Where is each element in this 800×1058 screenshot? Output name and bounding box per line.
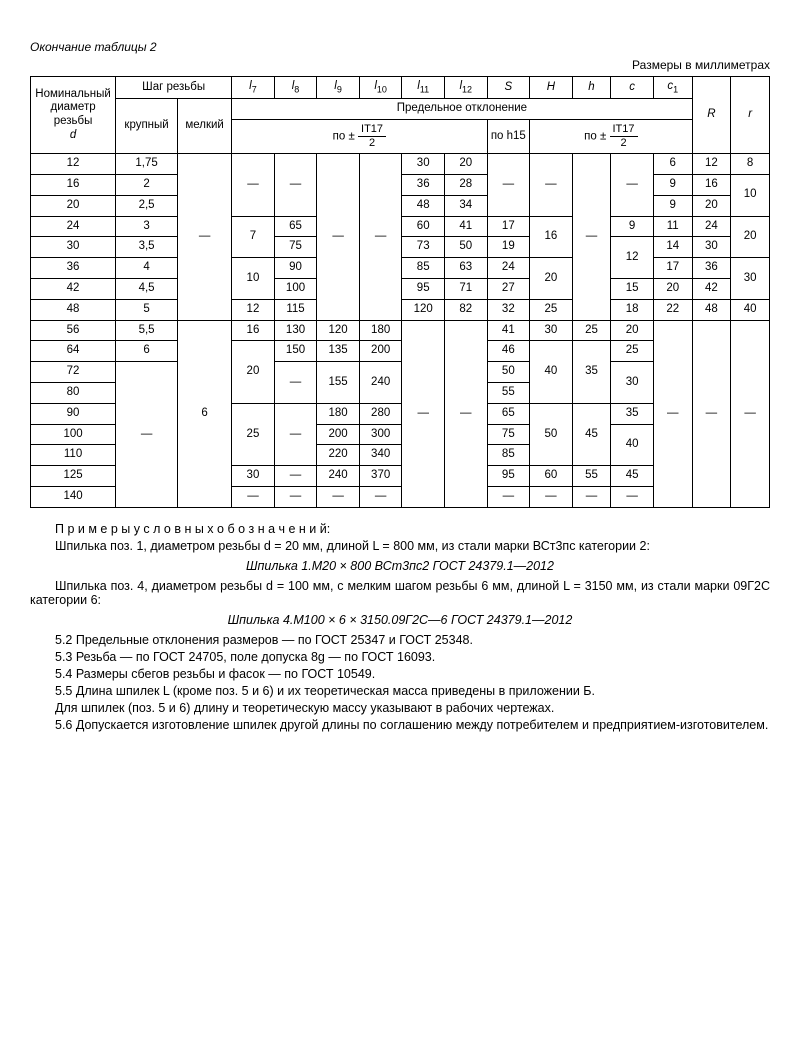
hdr-tol3: по ± IT172 xyxy=(530,119,692,153)
example1-intro: Шпилька поз. 1, диаметром резьбы d = 20 … xyxy=(30,539,770,553)
hdr-R: R xyxy=(692,77,731,154)
notes-section: П р и м е р ы у с л о в н ы х о б о з н … xyxy=(30,522,770,732)
example2-intro: Шпилька поз. 4, диаметром резьбы d = 100… xyxy=(30,579,770,607)
units-note: Размеры в миллиметрах xyxy=(30,58,770,72)
hdr-c1: c1 xyxy=(653,77,692,99)
hdr-l10: l10 xyxy=(359,77,402,99)
hdr-tol2: по h15 xyxy=(487,119,530,153)
hdr-fine: мелкий xyxy=(178,99,232,154)
note-5-5: 5.5 Длина шпилек L (кроме поз. 5 и 6) и … xyxy=(30,684,770,698)
hdr-S: S xyxy=(487,77,530,99)
note-5-3: 5.3 Резьба — по ГОСТ 24705, поле допуска… xyxy=(30,650,770,664)
dimensions-table: Номинальный диаметр резьбы d Шаг резьбы … xyxy=(30,76,770,508)
hdr-r: r xyxy=(731,77,770,154)
note-5-5b: Для шпилек (поз. 5 и 6) длину и теоретич… xyxy=(30,701,770,715)
hdr-tol1: по ± IT172 xyxy=(232,119,487,153)
example1-designation: Шпилька 1.М20 × 800 ВСт3пс2 ГОСТ 24379.1… xyxy=(30,559,770,573)
row-12: 121,75 — — — — — 3020 — — — — 6 12 8 xyxy=(31,154,770,175)
examples-heading: П р и м е р ы у с л о в н ы х о б о з н … xyxy=(30,522,770,536)
hdr-pitch: Шаг резьбы xyxy=(116,77,232,99)
example2-designation: Шпилька 4.М100 × 6 × 3150.09Г2С—6 ГОСТ 2… xyxy=(30,613,770,627)
hdr-l7: l7 xyxy=(232,77,275,99)
table-caption: Окончание таблицы 2 xyxy=(30,40,770,54)
hdr-l12: l12 xyxy=(444,77,487,99)
hdr-h: h xyxy=(572,77,611,99)
hdr-c: c xyxy=(611,77,654,99)
note-5-4: 5.4 Размеры сбегов резьбы и фасок — по Г… xyxy=(30,667,770,681)
hdr-nominal: Номинальный диаметр резьбы d xyxy=(31,77,116,154)
hdr-H: H xyxy=(530,77,573,99)
row-56: 565,5 6 16130 120180 —— 4130 2520 — — — xyxy=(31,320,770,341)
hdr-l9: l9 xyxy=(317,77,360,99)
note-5-2: 5.2 Предельные отклонения размеров — по … xyxy=(30,633,770,647)
hdr-coarse: крупный xyxy=(116,99,178,154)
note-5-6: 5.6 Допускается изготовление шпилек друг… xyxy=(30,718,770,732)
hdr-l11: l11 xyxy=(402,77,445,99)
hdr-l8: l8 xyxy=(274,77,317,99)
hdr-limit-dev: Предельное отклонение xyxy=(232,99,692,120)
